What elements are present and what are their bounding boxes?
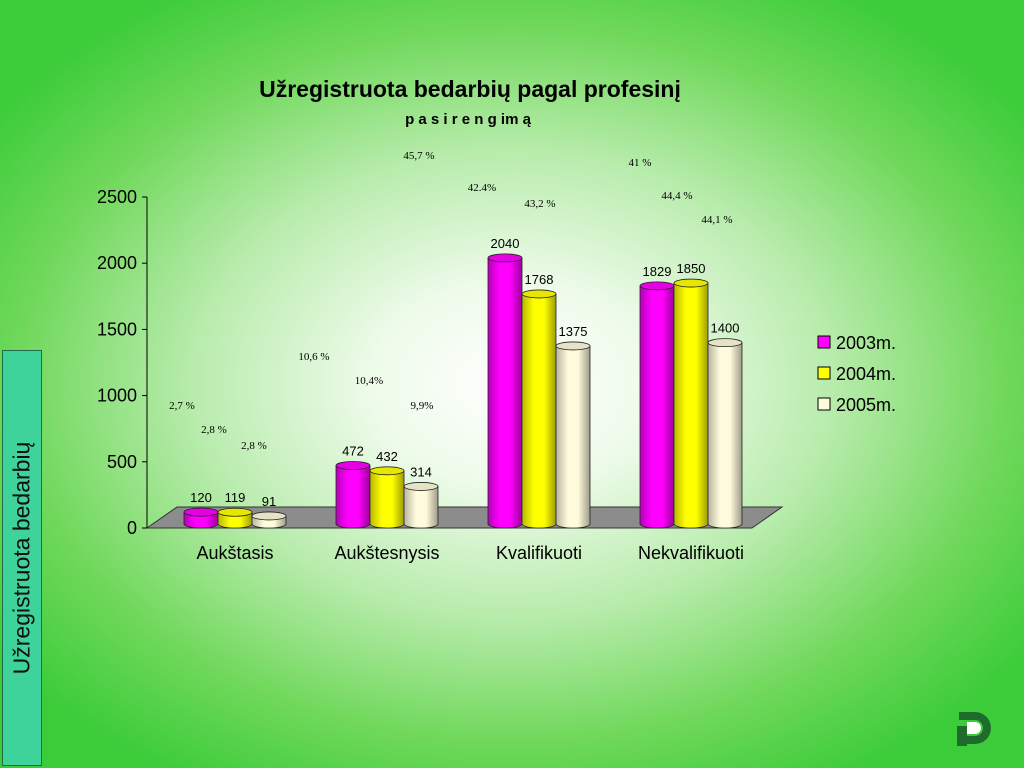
bar-2003m.-Aukštesnysis <box>335 461 371 529</box>
percent-labels: 2,7 % 2,8 % 2,8 % 10,6 % 10,4% 9,9% 45,7 % 42.4… <box>169 150 732 452</box>
bar-body <box>521 293 557 529</box>
x-tick-label: Aukštasis <box>196 543 273 563</box>
bar-cap <box>403 482 439 491</box>
legend-swatch <box>817 397 831 411</box>
percent-label: 2,7 % <box>169 400 195 412</box>
bars <box>183 253 743 529</box>
value-label: 1850 <box>677 261 706 276</box>
percent-label: 44,4 % <box>661 190 692 202</box>
bar-2005m.-Nekvalifikuoti <box>707 338 743 529</box>
bar-body <box>673 282 709 529</box>
bar-cap <box>183 507 219 517</box>
bar-cap <box>521 289 557 299</box>
chart-subtitle: p a s i r e n g im ą <box>405 111 532 128</box>
bar-cap <box>369 466 405 476</box>
value-label: 472 <box>342 444 364 459</box>
chart-floor <box>145 506 784 529</box>
y-tick-label: 0 <box>127 518 137 538</box>
percent-label: 44,1 % <box>701 214 732 226</box>
legend-label: 2004m. <box>836 364 896 384</box>
bar-2005m.-Aukštasis <box>251 511 287 529</box>
bar-body <box>403 486 439 529</box>
legend-swatch <box>817 366 831 380</box>
bar-cap <box>487 253 523 263</box>
bar-cap <box>639 281 675 291</box>
bar-2004m.-Kvalifikuoti <box>521 289 557 529</box>
percent-label: 10,4% <box>355 375 383 387</box>
data-labels: 120 119 91 472 432 314 2040 1768 1375 1829 1850 140… <box>190 236 739 509</box>
bar-body <box>639 285 675 529</box>
bar-body <box>487 257 523 529</box>
bar-cap <box>707 338 743 348</box>
side-label-text: Užregistruota bedarbių <box>8 441 35 675</box>
value-label: 1768 <box>525 272 554 287</box>
value-label: 2040 <box>491 236 520 251</box>
side-label-box: Užregistruota bedarbių <box>2 350 42 766</box>
percent-label: 43,2 % <box>524 198 555 210</box>
bar-2003m.-Aukštasis <box>183 507 219 529</box>
percent-label: 45,7 % <box>403 150 434 162</box>
value-label: 119 <box>225 490 246 505</box>
y-tick-label: 500 <box>107 452 137 472</box>
x-tick-label: Kvalifikuoti <box>496 543 582 563</box>
x-axis-labels: Aukštasis Aukštesnysis Kvalifikuoti Nekvali… <box>196 543 744 563</box>
floor-plane <box>145 506 784 529</box>
bar-2005m.-Aukštesnysis <box>403 482 439 529</box>
legend-swatch <box>817 335 831 349</box>
chart-title: Užregistruota bedarbių pagal profesinį <box>259 76 681 102</box>
bar-2003m.-Kvalifikuoti <box>487 253 523 529</box>
bar-2004m.-Nekvalifikuoti <box>673 278 709 529</box>
bar-2005m.-Kvalifikuoti <box>555 341 591 529</box>
percent-label: 2,8 % <box>241 440 267 452</box>
bar-2004m.-Aukštesnysis <box>369 466 405 529</box>
legend-label: 2005m. <box>836 395 896 415</box>
percent-label: 41 % <box>629 157 652 169</box>
value-label: 91 <box>262 494 276 509</box>
bar-2004m.-Aukštasis <box>217 507 253 529</box>
value-label: 432 <box>376 449 398 464</box>
bar-body <box>707 342 743 529</box>
y-tick-label: 1000 <box>97 386 137 406</box>
bar-cap <box>673 278 709 288</box>
y-tick-label: 1500 <box>97 319 137 339</box>
x-tick-label: Aukštesnysis <box>334 543 439 563</box>
stylized-d-logo-icon <box>953 706 997 750</box>
bar-body <box>335 465 371 529</box>
value-label: 1400 <box>711 321 740 336</box>
bar-cap <box>335 461 371 470</box>
y-tick-label: 2500 <box>97 187 137 207</box>
value-label: 120 <box>190 490 212 505</box>
y-axis: 0 500 1000 1500 2000 2500 <box>97 187 148 538</box>
percent-label: 9,9% <box>411 400 434 412</box>
percent-label: 10,6 % <box>298 351 329 363</box>
value-label: 1829 <box>643 264 672 279</box>
value-label: 1375 <box>559 324 588 339</box>
legend: 2003m. 2004m. 2005m. <box>817 333 896 415</box>
percent-label: 2,8 % <box>201 424 227 436</box>
bar-body <box>555 345 591 529</box>
y-tick-label: 2000 <box>97 253 137 273</box>
x-tick-label: Nekvalifikuoti <box>638 543 744 563</box>
bar-body <box>369 470 405 529</box>
bar-2003m.-Nekvalifikuoti <box>639 281 675 529</box>
legend-label: 2003m. <box>836 333 896 353</box>
bar-cap <box>217 507 253 517</box>
bar-cap <box>251 511 287 521</box>
percent-label: 42.4% <box>468 182 496 194</box>
value-label: 314 <box>410 464 432 479</box>
bar-cap <box>555 341 591 351</box>
